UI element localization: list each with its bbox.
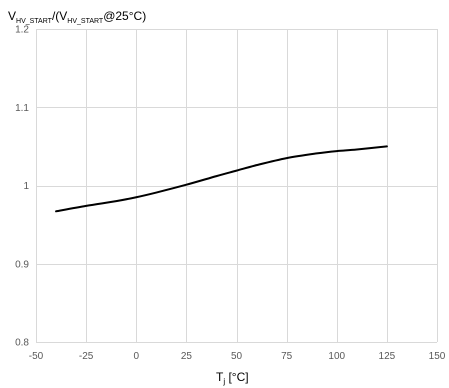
x-tick-label: 100 xyxy=(328,351,345,362)
series-line xyxy=(55,145,388,213)
x-tick-label: 50 xyxy=(231,351,243,362)
tick-labels: -50 -25 0 25 50 75 100 125 150 0.8 0.9 1 1.1 1.2 xyxy=(15,25,446,363)
x-tick-label: 25 xyxy=(181,351,193,362)
x-tick-label: -50 xyxy=(29,351,44,362)
x-tick-label: 150 xyxy=(429,351,446,362)
y-tick-label: 1.1 xyxy=(15,103,29,114)
series-layer xyxy=(55,145,388,213)
grid xyxy=(36,29,438,343)
x-axis-title: Tj [°C] xyxy=(216,370,249,386)
x-tick-label: -25 xyxy=(79,351,94,362)
x-tick-label: 125 xyxy=(379,351,396,362)
y-tick-label: 0.9 xyxy=(15,259,29,270)
y-tick-label: 0.8 xyxy=(15,338,29,349)
y-axis-title: VHV_START/(VHV_START@25°C) xyxy=(8,9,146,25)
x-tick-label: 75 xyxy=(281,351,293,362)
y-tick-label: 1.2 xyxy=(15,25,29,36)
y-tick-label: 1 xyxy=(23,181,29,192)
x-tick-label: 0 xyxy=(133,351,139,362)
